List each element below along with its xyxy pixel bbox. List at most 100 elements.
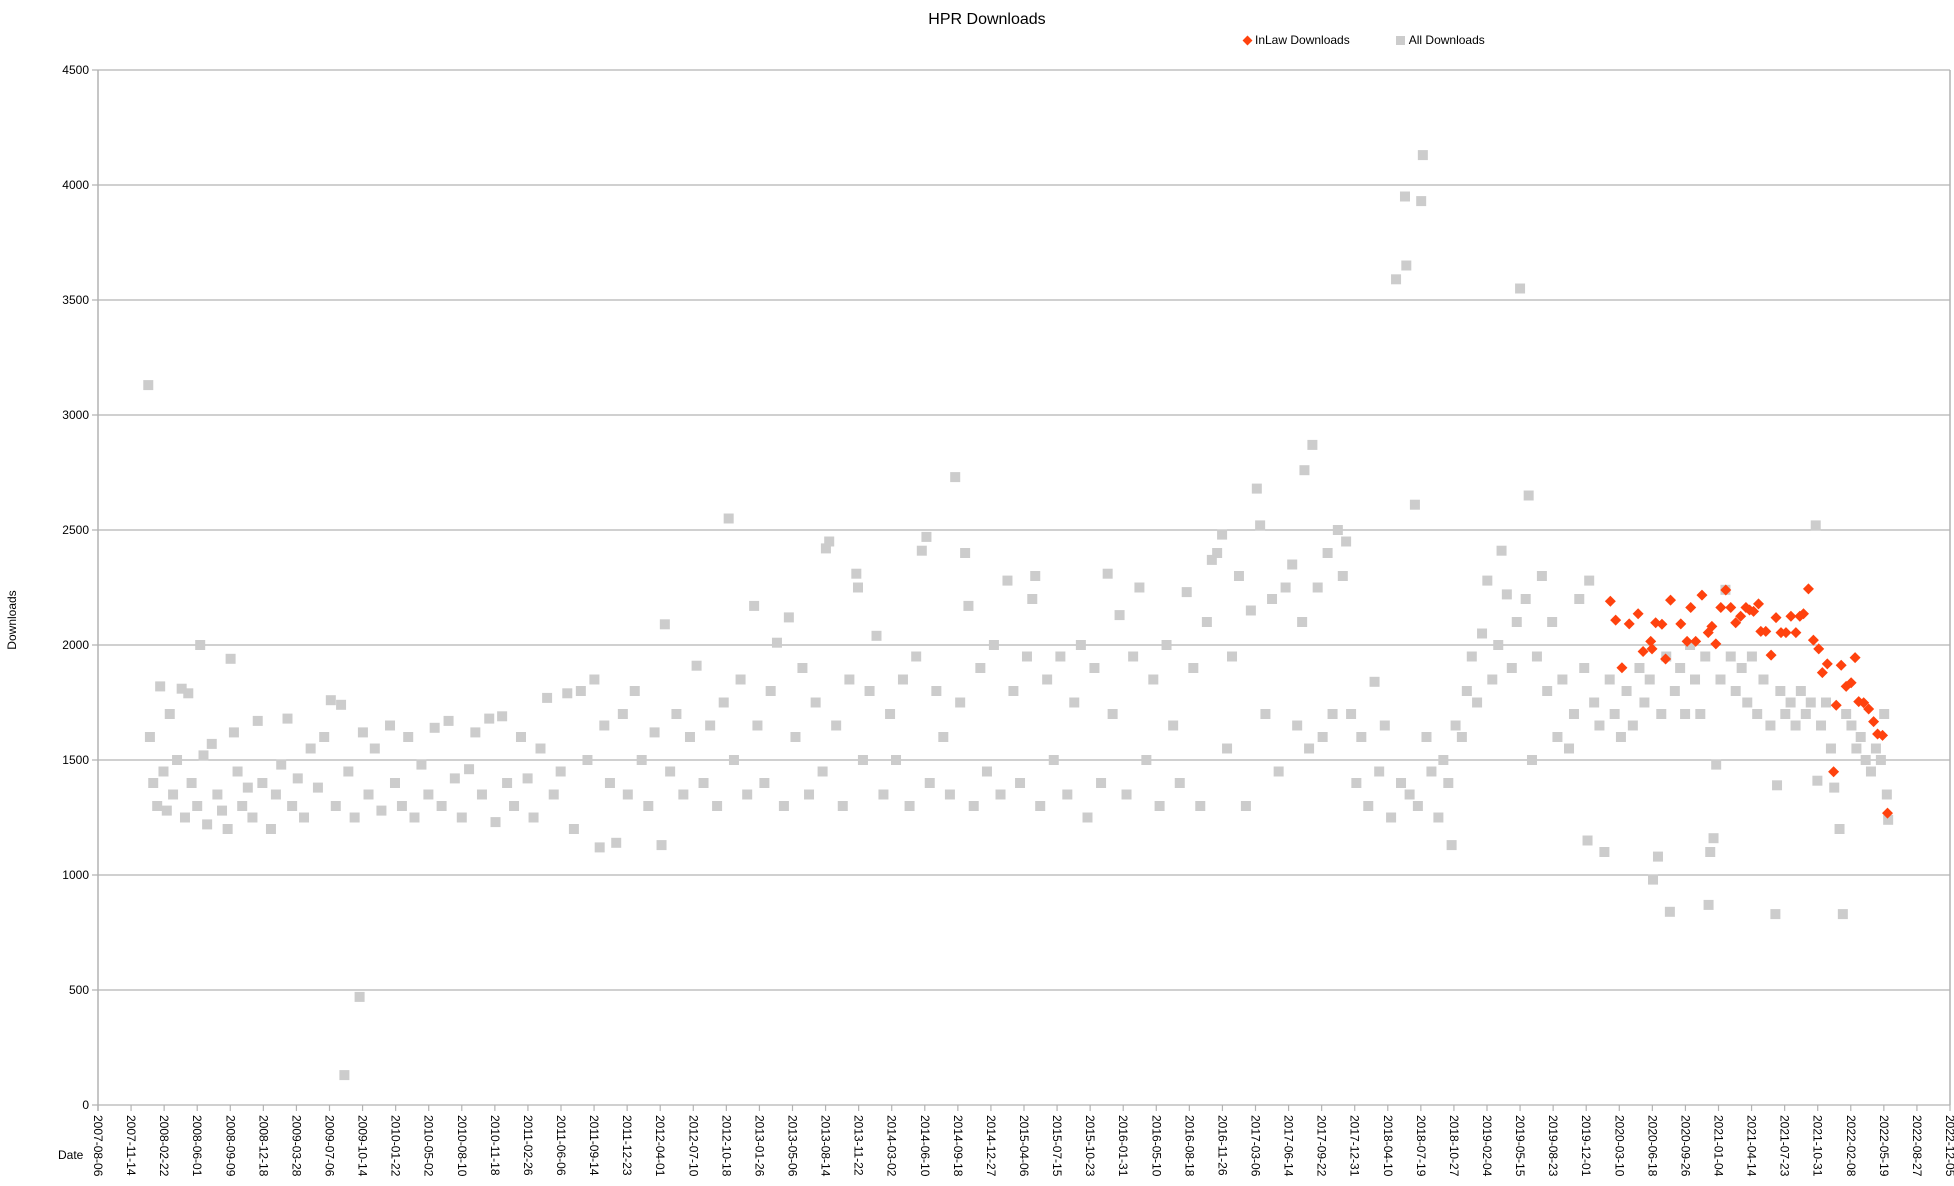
all-downloads-point bbox=[339, 1070, 350, 1081]
all-downloads-point bbox=[575, 686, 586, 696]
all-downloads-point bbox=[1317, 732, 1328, 742]
x-tick-label: 2018-04-10 bbox=[1381, 1115, 1395, 1177]
all-downloads-point bbox=[1082, 812, 1093, 823]
all-downloads-point bbox=[1227, 651, 1238, 662]
all-downloads-point bbox=[844, 674, 855, 685]
all-downloads-point bbox=[1134, 582, 1145, 593]
all-downloads-point bbox=[363, 789, 374, 800]
legend: InLaw Downloads All Downloads bbox=[1242, 33, 1485, 47]
all-downloads-point bbox=[885, 709, 896, 719]
all-downloads-point bbox=[728, 755, 739, 765]
x-tick-label: 2013-01-26 bbox=[752, 1115, 766, 1177]
all-downloads-point bbox=[1327, 709, 1338, 719]
all-downloads-point bbox=[319, 732, 330, 742]
all-downloads-point bbox=[562, 688, 573, 699]
x-tick-label: 2016-01-31 bbox=[1116, 1115, 1130, 1177]
all-downloads-point bbox=[1855, 732, 1866, 742]
all-downloads-point bbox=[1644, 674, 1655, 685]
all-downloads-point bbox=[354, 991, 365, 1002]
all-downloads-point bbox=[1685, 640, 1696, 650]
all-downloads-point bbox=[671, 709, 682, 719]
x-tick-label: 2021-07-23 bbox=[1778, 1115, 1792, 1177]
all-downloads-point bbox=[1299, 465, 1310, 476]
all-downloads-point bbox=[944, 789, 955, 800]
all-downloads-point bbox=[1829, 782, 1840, 793]
x-tick-label: 2017-12-31 bbox=[1348, 1115, 1362, 1177]
inlaw-downloads-point bbox=[1877, 729, 1889, 741]
inlaw-downloads-point bbox=[1780, 627, 1792, 639]
x-tick-label: 2016-05-10 bbox=[1149, 1115, 1163, 1177]
all-downloads-point bbox=[155, 681, 166, 692]
y-tick-label: 500 bbox=[69, 983, 89, 997]
all-downloads-point bbox=[1700, 651, 1711, 662]
all-downloads-point bbox=[1690, 674, 1701, 685]
all-downloads-point bbox=[1273, 766, 1284, 777]
all-downloads-point bbox=[484, 713, 495, 724]
all-downloads-point bbox=[1255, 520, 1266, 531]
all-downloads-point bbox=[490, 817, 501, 828]
all-downloads-point bbox=[1725, 651, 1736, 662]
x-tick-label: 2017-06-14 bbox=[1282, 1115, 1296, 1177]
all-downloads-point bbox=[509, 801, 520, 811]
all-downloads-point bbox=[1574, 594, 1585, 604]
x-axis-label: Date bbox=[58, 1148, 84, 1162]
inlaw-downloads-point bbox=[1802, 583, 1814, 595]
all-downloads-point bbox=[1332, 525, 1343, 535]
inlaw-downloads-point bbox=[1710, 638, 1722, 650]
all-downloads-point bbox=[771, 637, 782, 648]
legend-square-icon bbox=[1395, 35, 1405, 45]
all-downloads-point bbox=[497, 711, 508, 722]
all-downloads-point bbox=[1404, 789, 1415, 800]
all-downloads-point bbox=[1154, 801, 1165, 811]
all-downloads-point bbox=[1883, 814, 1894, 825]
inlaw-downloads-point bbox=[1637, 645, 1649, 657]
all-downloads-point bbox=[1015, 778, 1026, 788]
all-downloads-point bbox=[1322, 548, 1333, 558]
inlaw-downloads-point bbox=[1858, 697, 1870, 709]
all-downloads-point bbox=[192, 801, 203, 811]
all-downloads-point bbox=[1493, 640, 1504, 650]
all-downloads-point bbox=[1552, 732, 1563, 742]
all-downloads-point bbox=[960, 548, 971, 558]
x-tick-label: 2015-04-06 bbox=[1017, 1115, 1031, 1177]
all-downloads-point bbox=[1055, 651, 1066, 662]
all-downloads-point bbox=[1346, 709, 1357, 719]
all-downloads-point bbox=[195, 640, 206, 650]
inlaw-downloads-point bbox=[1610, 614, 1622, 626]
all-downloads-point bbox=[1520, 594, 1531, 604]
inlaw-downloads-point bbox=[1849, 652, 1861, 664]
all-downloads-point bbox=[924, 778, 935, 788]
all-downloads-point bbox=[349, 812, 360, 823]
all-downloads-point bbox=[376, 805, 387, 816]
x-tick-label: 2009-10-14 bbox=[356, 1115, 370, 1177]
all-downloads-point bbox=[1825, 743, 1836, 754]
y-tick-label: 4500 bbox=[62, 63, 89, 77]
all-downloads-point bbox=[1652, 851, 1663, 862]
all-downloads-point bbox=[1201, 617, 1212, 627]
legend-item-inlaw: InLaw Downloads bbox=[1242, 33, 1350, 47]
all-downloads-point bbox=[1386, 812, 1397, 823]
x-tick-label: 2022-02-08 bbox=[1844, 1115, 1858, 1177]
all-downloads-point bbox=[1805, 697, 1816, 708]
x-tick-label: 2019-02-04 bbox=[1480, 1115, 1494, 1177]
x-tick-label: 2010-11-18 bbox=[488, 1115, 502, 1176]
all-downloads-point bbox=[636, 755, 647, 765]
all-downloads-point bbox=[403, 732, 414, 742]
all-downloads-point bbox=[718, 697, 729, 708]
inlaw-downloads-point bbox=[1656, 618, 1668, 630]
x-tick-label: 2019-08-23 bbox=[1546, 1115, 1560, 1177]
all-downloads-point bbox=[1594, 720, 1605, 731]
inlaw-downloads-point bbox=[1685, 602, 1697, 614]
inlaw-downloads-point bbox=[1675, 618, 1687, 630]
all-downloads-point bbox=[1841, 709, 1852, 719]
all-downloads-point bbox=[202, 819, 213, 830]
all-downloads-point bbox=[1703, 899, 1714, 910]
inlaw-downloads-point bbox=[1725, 602, 1737, 614]
all-downloads-point bbox=[1312, 582, 1323, 593]
inlaw-downloads-point bbox=[1735, 610, 1747, 622]
inlaw-downloads-point bbox=[1715, 602, 1727, 614]
inlaw-downloads-point bbox=[1816, 667, 1828, 679]
all-downloads-point bbox=[282, 713, 293, 724]
all-downloads-point bbox=[1114, 610, 1125, 621]
all-downloads-point bbox=[931, 686, 942, 696]
